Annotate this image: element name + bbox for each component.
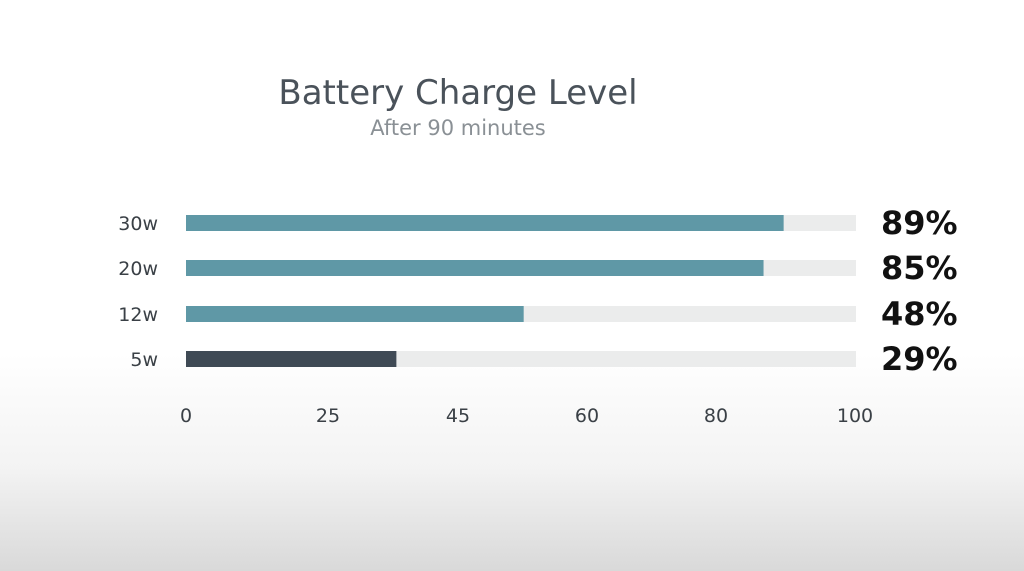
bar-30w (186, 215, 784, 231)
category-label: 5w (130, 349, 158, 371)
x-tick-label: 25 (316, 405, 340, 427)
category-label: 12w (118, 304, 158, 326)
x-tick-label: 80 (704, 405, 728, 427)
x-axis-ticks: 0 25 45 60 80 100 (180, 405, 873, 427)
value-label: 89% (881, 204, 958, 242)
chart-title: Battery Charge Level (278, 73, 637, 113)
value-label: 48% (881, 295, 958, 333)
category-label: 30w (118, 213, 158, 235)
category-label: 20w (118, 258, 158, 280)
bars-group: 30w 89% 20w 85% 12w 48% 5w 29% (118, 204, 957, 378)
bar-20w (186, 260, 764, 276)
bar-5w (186, 351, 397, 367)
x-tick-label: 0 (180, 405, 192, 427)
chart-subtitle: After 90 minutes (370, 116, 546, 140)
x-tick-label: 60 (575, 405, 599, 427)
x-tick-label: 45 (446, 405, 470, 427)
x-tick-label: 100 (837, 405, 873, 427)
bar-12w (186, 306, 524, 322)
value-label: 85% (881, 249, 958, 287)
value-label: 29% (881, 340, 958, 378)
